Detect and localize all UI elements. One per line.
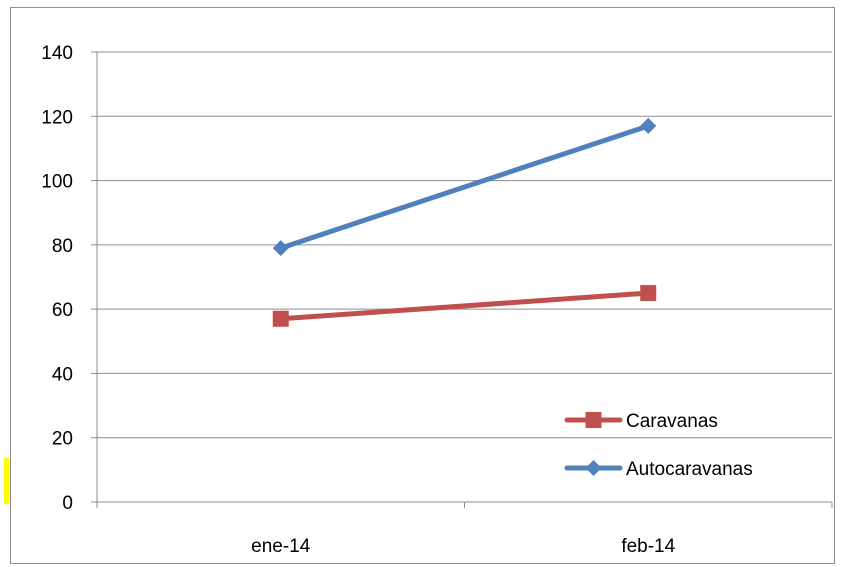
- y-axis-tick-labels: 0 20 40 60 80 100 120 140: [41, 43, 73, 514]
- y-tick-label: 80: [52, 236, 73, 257]
- legend: Caravanas Autocaravanas: [564, 411, 753, 480]
- series-lines: [272, 117, 657, 327]
- x-tick-label: feb-14: [621, 536, 675, 557]
- axes: [91, 51, 833, 508]
- chart-frame: [10, 7, 835, 564]
- gridlines: [97, 51, 832, 439]
- x-tick-label: ene-14: [251, 536, 311, 557]
- y-tick-label: 120: [41, 107, 73, 128]
- data-point-caravanas: [640, 285, 657, 302]
- y-tick-label: 20: [52, 429, 73, 450]
- y-tick-label: 100: [41, 172, 73, 193]
- y-tick-label: 0: [62, 493, 73, 514]
- series-line-autocaravanas: [278, 123, 651, 251]
- series-line-caravanas: [278, 290, 651, 322]
- data-point-autocaravanas: [640, 117, 657, 134]
- y-tick-label: 60: [52, 300, 73, 321]
- y-tick-label: 40: [52, 364, 73, 385]
- data-point-autocaravanas: [272, 240, 289, 257]
- data-point-caravanas: [272, 310, 289, 327]
- legend-label: Autocaravanas: [626, 459, 753, 480]
- y-tick-label: 140: [41, 43, 73, 64]
- legend-label: Caravanas: [626, 411, 718, 432]
- x-axis-tick-labels: ene-14 feb-14: [251, 536, 675, 557]
- legend-marker-autocaravanas: [585, 460, 602, 476]
- yellow-highlight-mark: [4, 458, 9, 504]
- legend-marker-caravanas: [585, 412, 602, 428]
